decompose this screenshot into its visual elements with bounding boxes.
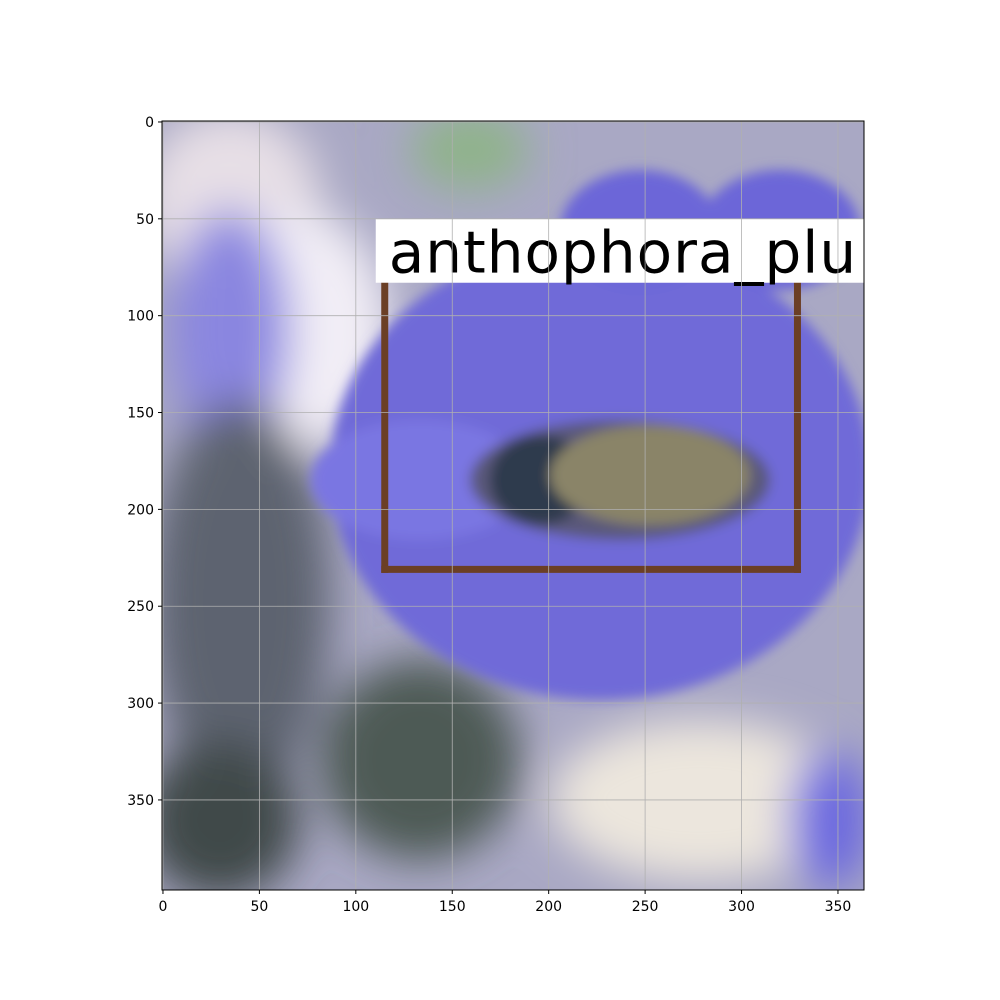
y-tick-label: 150	[127, 406, 154, 422]
y-tick-label: 50	[136, 212, 154, 228]
y-tick-label: 250	[127, 599, 154, 615]
x-tick-label: 250	[632, 899, 659, 915]
y-tick-label: 350	[127, 793, 154, 809]
x-tick-label: 0	[159, 899, 168, 915]
y-tick-label: 100	[127, 309, 154, 325]
box-label: anthophora_plu	[389, 219, 857, 287]
axes-frame	[161, 120, 865, 891]
annotations: anthophora_plu	[375, 218, 864, 573]
x-tick-label: 100	[342, 899, 369, 915]
label-background	[375, 218, 864, 283]
y-tick-label: 300	[127, 696, 154, 712]
x-tick-label: 50	[250, 899, 268, 915]
x-tick-label: 300	[728, 899, 755, 915]
y-tick-label: 0	[145, 115, 154, 131]
plot-area: anthophora_plu 0 50 100 150 200 250 300 350 0 50 10…	[127, 115, 864, 915]
x-tick-label: 200	[535, 899, 562, 915]
x-tick-label: 350	[825, 899, 852, 915]
y-tick-label: 200	[127, 502, 154, 518]
x-tick-label: 150	[439, 899, 466, 915]
